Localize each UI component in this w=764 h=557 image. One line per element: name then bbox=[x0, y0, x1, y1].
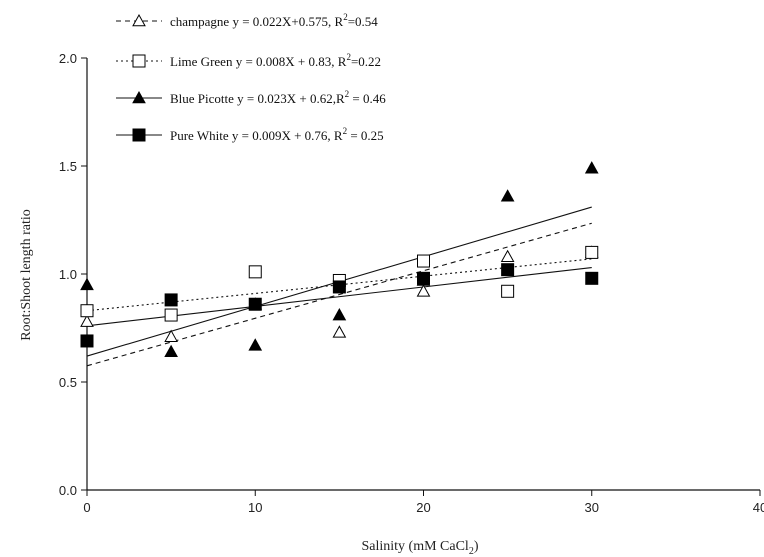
data-point bbox=[165, 294, 177, 306]
y-tick-label: 2.0 bbox=[59, 51, 77, 66]
data-point bbox=[586, 246, 598, 258]
legend-r-squared: =0.54 bbox=[348, 14, 379, 29]
data-point bbox=[502, 251, 514, 262]
legend-series-name: Pure White bbox=[170, 128, 232, 143]
x-tick-label: 30 bbox=[585, 500, 599, 515]
legend-marker bbox=[133, 92, 145, 103]
x-axis-label-main: Salinity (mM CaCl bbox=[361, 539, 468, 554]
data-point bbox=[81, 279, 93, 290]
legend-entry: Blue Picotte y = 0.023X + 0.62,R2 = 0.46 bbox=[170, 89, 386, 106]
legend-entry: Lime Green y = 0.008X + 0.83, R2=0.22 bbox=[170, 52, 381, 69]
data-point bbox=[249, 298, 261, 310]
x-axis-label-end: ) bbox=[474, 539, 479, 554]
legend-entry: Pure White y = 0.009X + 0.76, R2 = 0.25 bbox=[170, 126, 384, 143]
x-tick-label: 10 bbox=[248, 500, 262, 515]
legend-series-name: champagne bbox=[170, 14, 232, 29]
legend-series-name: Blue Picotte bbox=[170, 91, 237, 106]
data-point bbox=[418, 272, 430, 284]
y-tick-label: 0.5 bbox=[59, 375, 77, 390]
data-point bbox=[502, 264, 514, 276]
legend-marker bbox=[133, 15, 145, 26]
y-tick-label: 1.5 bbox=[59, 159, 77, 174]
legend-equation: y = 0.023X + 0.62,R bbox=[237, 91, 345, 106]
legend: champagne y = 0.022X+0.575, R2=0.54 Lime … bbox=[116, 12, 386, 143]
tick-group: 0 10 20 30 40 0.0 0.5 1.0 1.5 2.0 bbox=[59, 51, 764, 515]
data-point bbox=[586, 272, 598, 284]
legend-marker bbox=[133, 55, 145, 67]
data-point bbox=[586, 162, 598, 173]
legend-entry: champagne y = 0.022X+0.575, R2=0.54 bbox=[170, 12, 378, 29]
legend-r-squared: =0.22 bbox=[351, 54, 381, 69]
data-point bbox=[249, 339, 261, 350]
data-point bbox=[502, 285, 514, 297]
fit-line bbox=[87, 223, 592, 366]
data-point bbox=[165, 346, 177, 357]
data-point bbox=[81, 335, 93, 347]
legend-series-name: Lime Green bbox=[170, 54, 236, 69]
x-tick-label: 0 bbox=[83, 500, 90, 515]
data-point bbox=[418, 255, 430, 267]
legend-equation: y = 0.022X+0.575, R bbox=[232, 14, 343, 29]
y-tick-label: 1.0 bbox=[59, 267, 77, 282]
x-axis-label: Salinity (mM CaCl2) bbox=[361, 539, 478, 557]
legend-r-squared: = 0.25 bbox=[347, 128, 384, 143]
data-points bbox=[81, 162, 598, 356]
legend-r-squared: = 0.46 bbox=[349, 91, 386, 106]
y-tick-label: 0.0 bbox=[59, 483, 77, 498]
legend-marker bbox=[133, 129, 145, 141]
legend-equation: y = 0.009X + 0.76, R bbox=[232, 128, 343, 143]
data-point bbox=[249, 266, 261, 278]
data-point bbox=[333, 309, 345, 320]
x-tick-label: 40 bbox=[753, 500, 764, 515]
data-point bbox=[333, 326, 345, 337]
x-tick-label: 20 bbox=[416, 500, 430, 515]
y-axis-label: Root:Shoot length ratio bbox=[19, 209, 34, 340]
data-point bbox=[165, 309, 177, 321]
legend-equation: y = 0.008X + 0.83, R bbox=[236, 54, 347, 69]
data-point bbox=[81, 305, 93, 317]
data-point bbox=[502, 190, 514, 201]
data-point bbox=[333, 281, 345, 293]
